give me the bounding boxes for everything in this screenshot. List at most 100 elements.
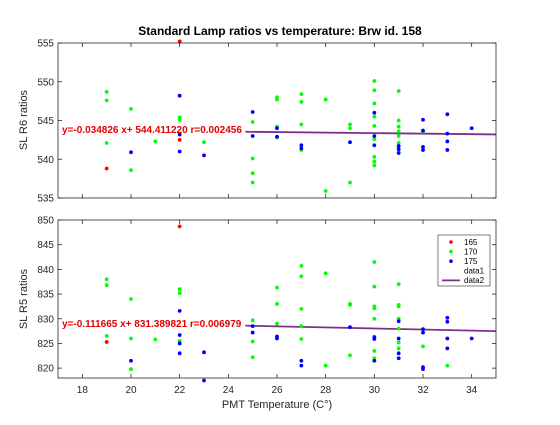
top-data-point xyxy=(372,159,377,164)
bottom-fit-equation: y=-0.111665 x+ 831.389821 r=0.006979 xyxy=(62,319,242,330)
bottom-data-point xyxy=(299,337,304,341)
top-data-point xyxy=(177,149,182,154)
top-data-point xyxy=(129,106,133,111)
top-data-point xyxy=(250,110,255,114)
top-data-point xyxy=(396,129,401,134)
bottom-axes: 18 20 22 24 26 28 30 32 34820825830835840845850 … xyxy=(18,216,497,411)
top-data-point xyxy=(250,134,255,138)
bottom-x-tick-label: 20 xyxy=(125,385,137,396)
bottom-data-point xyxy=(445,319,450,324)
bottom-data-point xyxy=(421,330,425,335)
bottom-data-point xyxy=(421,344,425,349)
legend-label: 175 xyxy=(464,257,478,266)
top-y-tick-label: 540 xyxy=(37,155,54,166)
bottom-axes-frame xyxy=(57,219,497,379)
top-data-point xyxy=(299,143,304,148)
bottom-data-point xyxy=(396,326,401,331)
top-data-point xyxy=(202,153,206,158)
bottom-data-point xyxy=(396,304,401,309)
bottom-data-point xyxy=(372,260,377,264)
bottom-data-point xyxy=(104,283,109,288)
top-data-point xyxy=(250,180,255,185)
top-data-point xyxy=(469,126,474,131)
bottom-y-tick-label: 850 xyxy=(37,216,54,227)
top-data-point xyxy=(372,155,377,159)
bottom-data-point xyxy=(129,297,133,301)
bottom-data-point xyxy=(445,315,450,320)
top-data-point xyxy=(104,141,109,145)
top-data-point xyxy=(396,144,401,148)
top-data-point xyxy=(299,122,304,127)
top-data-point xyxy=(421,148,425,152)
top-data-point xyxy=(372,137,377,142)
bottom-data-point xyxy=(372,337,377,341)
top-data-point xyxy=(445,139,450,144)
top-data-point xyxy=(104,98,109,103)
bottom-x-tick-label: 18 xyxy=(77,385,89,396)
bottom-data-point xyxy=(299,363,304,368)
bottom-y-tick-label: 820 xyxy=(37,364,54,375)
legend-box xyxy=(437,234,491,287)
top-data-point xyxy=(275,97,279,102)
bottom-axes-ticks: 18 20 22 24 26 28 30 32 34 820 825 830 835 840 845 850 xyxy=(37,216,496,396)
legend-label: 170 xyxy=(464,247,478,256)
bottom-data-point xyxy=(396,336,401,341)
bottom-data-point xyxy=(275,321,279,326)
bottom-data-point xyxy=(323,363,328,368)
top-data-point xyxy=(202,140,206,145)
bottom-data-point xyxy=(372,348,377,353)
bottom-data-point xyxy=(421,367,425,372)
top-data-point xyxy=(396,141,401,145)
top-data-point xyxy=(421,128,425,133)
bottom-data-point xyxy=(445,346,450,351)
top-y-tick-label: 555 xyxy=(37,39,54,50)
bottom-x-tick-label: 28 xyxy=(320,385,332,396)
top-data-point xyxy=(250,171,255,176)
bottom-data-point xyxy=(299,274,304,279)
bottom-data-point xyxy=(275,302,279,306)
bottom-data-point xyxy=(372,358,377,363)
bottom-fit-line xyxy=(245,324,497,332)
top-data-point xyxy=(348,140,352,145)
bottom-data-point xyxy=(299,358,304,363)
top-data-point xyxy=(177,137,182,142)
bottom-y-tick-label: 845 xyxy=(37,240,54,251)
bottom-data-point xyxy=(177,308,182,313)
bottom-data-point xyxy=(396,356,401,361)
top-data-point xyxy=(445,112,450,117)
bottom-points xyxy=(104,224,474,383)
bottom-data-point xyxy=(445,363,450,368)
top-data-point xyxy=(372,124,377,128)
top-data-point xyxy=(421,144,425,149)
bottom-data-point xyxy=(396,340,401,345)
top-data-point xyxy=(372,79,377,83)
legend-marker xyxy=(449,259,453,264)
bottom-data-point xyxy=(250,318,255,323)
chart-title: Standard Lamp ratios vs temperature: Brw… xyxy=(138,24,422,38)
legend-marker xyxy=(449,249,453,254)
bottom-data-point xyxy=(153,337,158,342)
top-data-point xyxy=(445,148,450,152)
bottom-fit-line-group xyxy=(245,324,497,332)
top-data-point xyxy=(372,110,377,115)
top-axes-frame xyxy=(57,42,497,199)
bottom-data-point xyxy=(396,282,401,287)
bottom-axes-background xyxy=(58,220,496,378)
top-data-point xyxy=(372,114,377,119)
bottom-data-point xyxy=(299,264,304,268)
top-y-axis-label: SL R6 ratios xyxy=(18,89,30,150)
top-data-point xyxy=(396,147,401,152)
bottom-data-point xyxy=(348,303,352,307)
bottom-data-point xyxy=(177,287,182,292)
top-data-point xyxy=(177,117,182,122)
bottom-x-tick-label: 30 xyxy=(369,385,381,396)
bottom-data-point xyxy=(323,271,328,276)
top-y-tick-label: 550 xyxy=(37,77,54,88)
bottom-data-point xyxy=(348,325,352,330)
top-data-point xyxy=(396,118,401,123)
bottom-data-point xyxy=(177,333,182,337)
bottom-x-tick-label: 32 xyxy=(417,385,429,396)
top-data-point xyxy=(396,124,401,129)
top-data-point xyxy=(104,89,109,94)
